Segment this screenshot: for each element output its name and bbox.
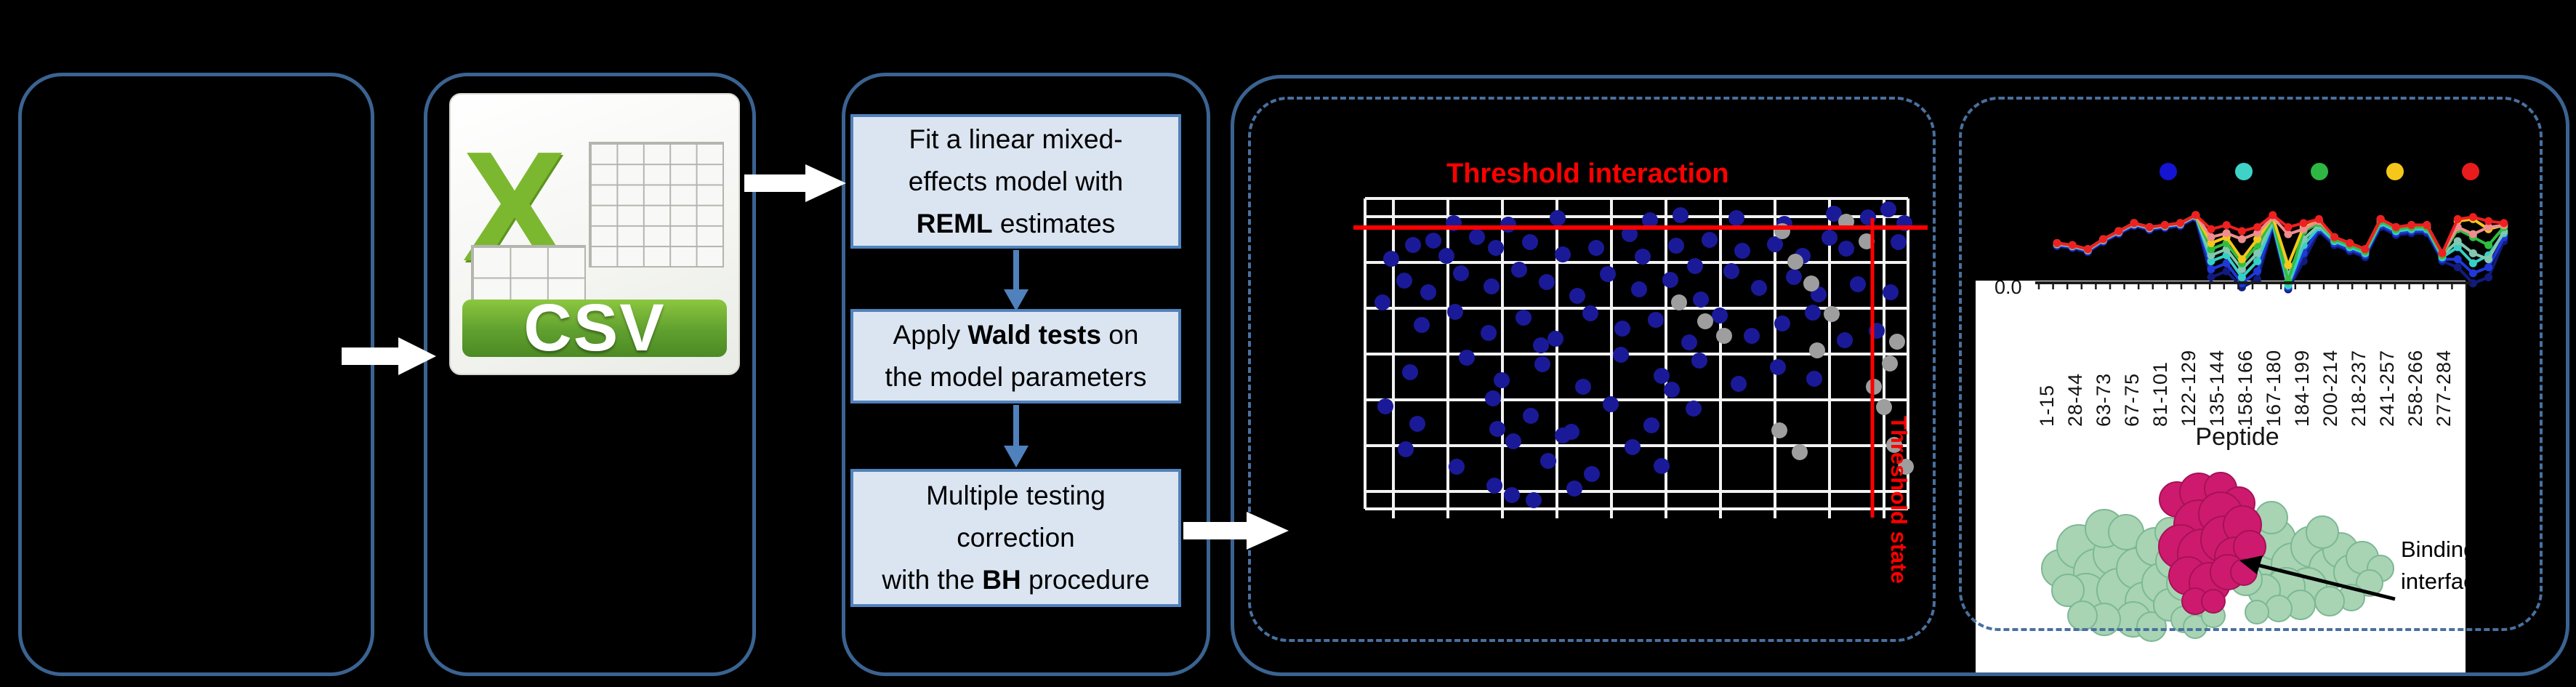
- stage-box-statistics: [842, 73, 1210, 676]
- peptide-panel: 0.0 1-15 28-44 63-73 67-75 81-101 122-129 135-…: [1976, 281, 2466, 675]
- binding-interface-label-2: interface: [2401, 569, 2466, 594]
- down-arrow-1-icon: [1013, 250, 1019, 291]
- y-axis-zero-label: 0.0: [1995, 281, 2022, 298]
- stage-box-csv: [424, 73, 756, 676]
- down-arrow-2-head-icon: [1004, 446, 1029, 467]
- csv-file-icon: X CSV: [449, 93, 740, 375]
- spreadsheet-grid: [589, 142, 725, 268]
- dashed-box-scatter: [1248, 97, 1936, 642]
- stage-box-input: [18, 73, 374, 676]
- protein-structure-image: [2041, 472, 2396, 642]
- csv-banner: CSV: [462, 291, 728, 365]
- binding-interface-label: Binding: [2401, 537, 2466, 562]
- flow-arrow-2-icon: [744, 164, 846, 202]
- step-multiple-testing: Multiple testing correction with the BH pr…: [850, 469, 1181, 607]
- dashed-box-peptide-view: [1959, 97, 2543, 631]
- scatter-title: Threshold interaction: [1446, 158, 1729, 189]
- peptide-axis-title: Peptide: [2195, 423, 2279, 451]
- step-fit-model: Fit a linear mixed-effects model with REM…: [850, 114, 1181, 249]
- down-arrow-2-icon: [1013, 405, 1019, 447]
- step-wald-tests: Apply Wald tests on the model parameters: [850, 309, 1181, 403]
- down-arrow-1-head-icon: [1004, 289, 1029, 311]
- stage-box-results: [1231, 75, 2569, 676]
